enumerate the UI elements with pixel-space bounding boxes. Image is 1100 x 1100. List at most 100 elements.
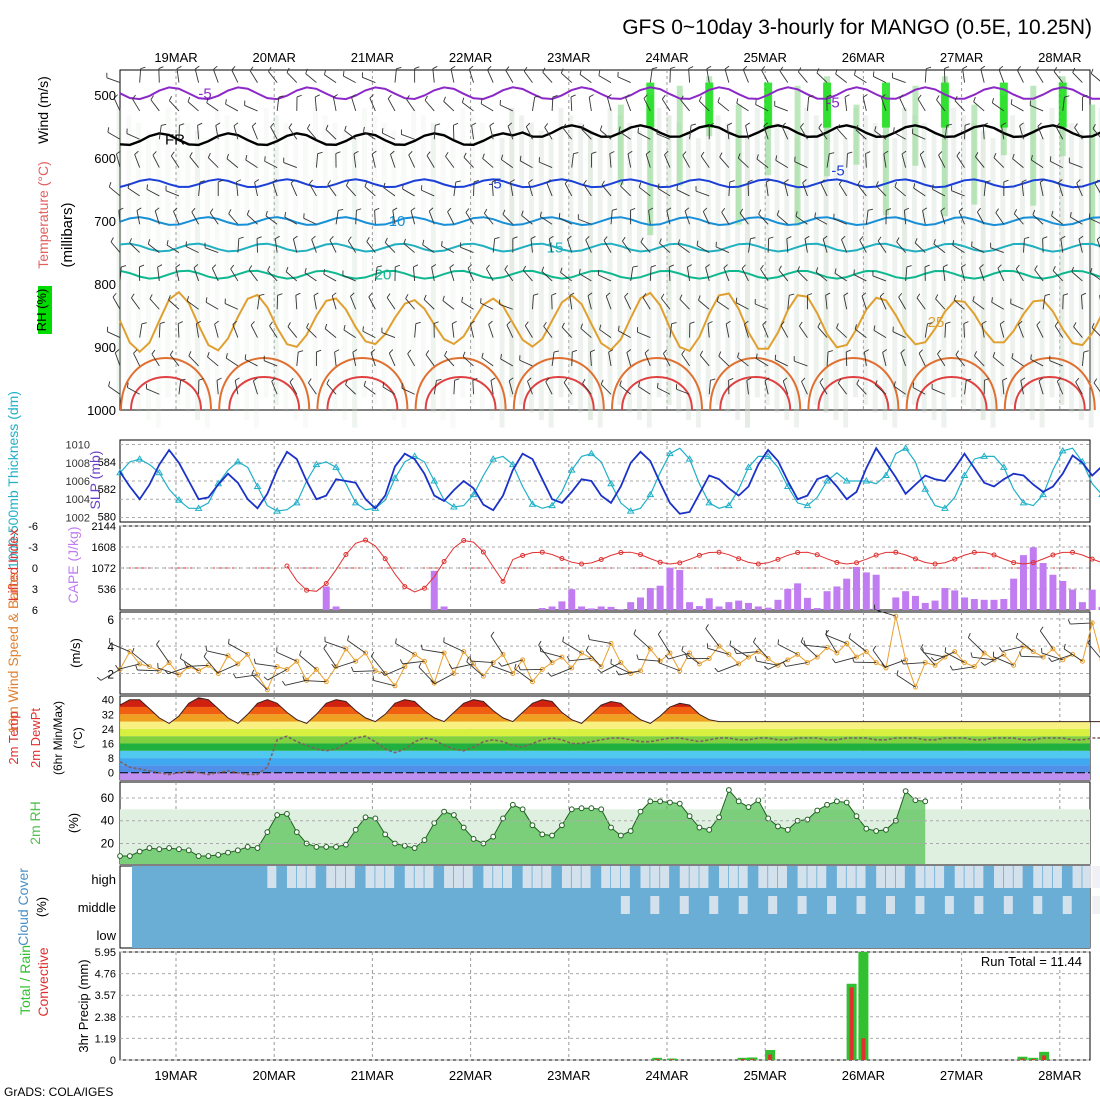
wind-barb <box>707 323 710 338</box>
wind-barb-flag <box>454 378 460 381</box>
wind-barb-flag <box>282 680 286 686</box>
wind-barb <box>1063 648 1083 662</box>
wind-barb-flag <box>736 98 739 104</box>
wind-barb-flag <box>1015 632 1019 638</box>
wind-barb <box>881 97 887 112</box>
wind-speed-marker <box>667 650 673 656</box>
wind-barb <box>843 295 848 310</box>
isotherm-label: 15 <box>547 240 564 257</box>
wind-barb-flag <box>985 180 991 183</box>
precip-total-bar <box>1028 1057 1039 1060</box>
wind-barb <box>251 674 268 691</box>
rh-shade-column <box>538 130 544 421</box>
wind-barb <box>899 98 907 112</box>
wind-barb-flag <box>737 153 741 159</box>
wind-barb-flag <box>688 66 694 70</box>
lifted-index-marker <box>912 556 918 562</box>
wind-barb <box>345 384 357 395</box>
wind-speed-marker <box>559 654 565 660</box>
wind-barb <box>682 155 690 168</box>
wind-barb-flag <box>527 377 532 382</box>
rh2m-marker <box>176 846 182 853</box>
wind-barb-flag <box>906 265 912 268</box>
wind-barb <box>544 127 553 140</box>
wind-barb-flag <box>1037 122 1042 127</box>
wind-barb-flag <box>308 378 312 384</box>
rh2m-marker <box>431 820 438 826</box>
wind-barb <box>742 69 749 83</box>
wind-barb-flag <box>147 239 151 245</box>
wind-barb <box>108 385 121 395</box>
wind-barb <box>453 181 457 196</box>
wind-barb-flag <box>265 210 268 216</box>
wind-barb <box>605 295 612 310</box>
wind-barb <box>245 159 258 168</box>
wind-barb-flag <box>351 666 354 672</box>
wind-barb-flag <box>342 71 345 77</box>
wind-barb-flag <box>382 382 385 388</box>
wind-barb <box>802 182 808 197</box>
wind-barb-flag <box>372 675 375 681</box>
warm-isotherm <box>424 376 497 411</box>
wind-barb-flag <box>140 66 146 70</box>
wind-barb <box>649 68 653 83</box>
wind-barb <box>622 241 632 253</box>
wind-barb-flag <box>949 665 954 671</box>
pressure-tick-label: 900 <box>94 340 116 355</box>
wind-barb-flag <box>218 179 224 183</box>
lifted-index-marker <box>618 550 624 556</box>
wind-barb <box>838 183 848 197</box>
wind-barb <box>972 300 985 310</box>
isotherm-label: -5 <box>826 94 839 111</box>
wind-barb-flag <box>817 322 821 328</box>
wind-barb-flag <box>729 640 732 646</box>
wind-barb <box>686 267 691 281</box>
wind-barb-flag <box>423 294 427 300</box>
wind-barb <box>699 354 710 367</box>
wind-barb-flag <box>946 123 952 126</box>
thickness-marker <box>901 444 910 451</box>
warm-isotherm <box>316 357 409 411</box>
wind-barb <box>603 240 612 253</box>
wind-barb <box>761 70 769 83</box>
wind-barb-flag <box>837 378 842 384</box>
wind-barb <box>992 102 1005 112</box>
lifted-index-marker <box>323 581 329 587</box>
wind-barb-flag <box>681 349 686 355</box>
wind-speed-marker <box>529 679 535 685</box>
wind-barb-flag <box>1003 179 1009 183</box>
rh-shade-column <box>273 115 279 405</box>
rh-shade-column <box>990 138 996 428</box>
wind-barb <box>374 210 376 225</box>
slp-line <box>119 446 1100 515</box>
rh2m-marker <box>775 823 781 830</box>
wind-barb <box>601 662 622 673</box>
precip-tick-label: 4.76 <box>95 969 116 981</box>
wind-barb <box>1062 96 1065 111</box>
lifted-index-marker <box>421 585 427 591</box>
wind-barb <box>579 273 592 282</box>
wind-barb <box>347 640 366 654</box>
wind-speed-marker <box>520 657 526 663</box>
wind-barb <box>570 96 573 111</box>
wind-barb <box>1000 125 1005 140</box>
precip-tick-label: 1.19 <box>95 1033 116 1045</box>
thickness-marker <box>312 460 321 468</box>
rh-shade-column <box>607 107 613 398</box>
isotherm-line <box>119 242 1100 253</box>
wind-barb-flag <box>764 665 769 670</box>
rh2m-marker <box>843 799 850 806</box>
wind-barb-flag <box>455 180 461 183</box>
isotherm-line <box>119 178 1100 189</box>
wind-barb-flag <box>588 94 594 98</box>
wind-barb <box>329 239 337 253</box>
cape-bar <box>911 595 919 610</box>
wind-barb-flag <box>108 381 111 387</box>
wind-barb-flag <box>345 180 350 186</box>
wind-barb <box>215 125 219 140</box>
wind-barb-flag <box>599 125 603 131</box>
rh2m-marker <box>470 836 477 842</box>
wind-barb-flag <box>410 207 416 212</box>
wind-barb <box>954 100 965 112</box>
wind-barb-flag <box>285 266 289 272</box>
